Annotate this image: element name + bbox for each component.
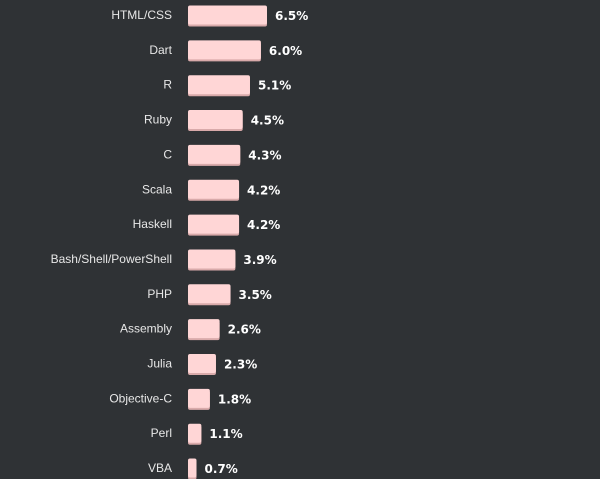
category-label: PHP: [147, 287, 172, 301]
value-label: 4.3%: [248, 148, 281, 162]
bar[interactable]: [188, 144, 241, 164]
bar[interactable]: [188, 5, 267, 25]
value-label: 4.2%: [247, 183, 280, 197]
bar[interactable]: [188, 354, 216, 373]
category-label: C: [163, 147, 172, 161]
category-label: Assembly: [120, 322, 172, 336]
category-label: Objective-C: [109, 391, 172, 405]
bar[interactable]: [188, 249, 236, 269]
bar[interactable]: [188, 110, 243, 130]
value-label: 6.5%: [275, 9, 308, 23]
category-label: Bash/Shell/PowerShell: [51, 252, 172, 266]
bar[interactable]: [188, 284, 231, 304]
bar[interactable]: [188, 179, 240, 199]
bar[interactable]: [188, 319, 220, 339]
bar[interactable]: [188, 214, 240, 234]
value-label: 5.1%: [258, 79, 291, 93]
value-label: 3.9%: [243, 253, 276, 267]
category-label: Scala: [142, 182, 172, 196]
value-label: 1.1%: [209, 427, 242, 441]
value-label: 0.7%: [205, 462, 238, 476]
category-label: Julia: [147, 357, 172, 371]
value-label: 2.3%: [224, 358, 257, 372]
category-label: VBA: [148, 461, 172, 475]
bar[interactable]: [188, 423, 202, 443]
category-label: Ruby: [144, 113, 172, 127]
value-label: 2.6%: [228, 323, 261, 337]
bar[interactable]: [188, 458, 197, 478]
category-label: Dart: [149, 43, 172, 57]
category-label: R: [163, 78, 172, 92]
category-label: Perl: [151, 426, 172, 440]
bar[interactable]: [188, 388, 210, 408]
bar[interactable]: [188, 40, 261, 60]
value-label: 1.8%: [218, 392, 251, 406]
value-label: 4.5%: [251, 114, 284, 128]
bar[interactable]: [188, 75, 250, 95]
category-label: Haskell: [133, 217, 172, 231]
value-label: 6.0%: [269, 44, 302, 58]
value-label: 4.2%: [247, 218, 280, 232]
value-label: 3.5%: [239, 288, 272, 302]
category-label: HTML/CSS: [111, 8, 172, 22]
